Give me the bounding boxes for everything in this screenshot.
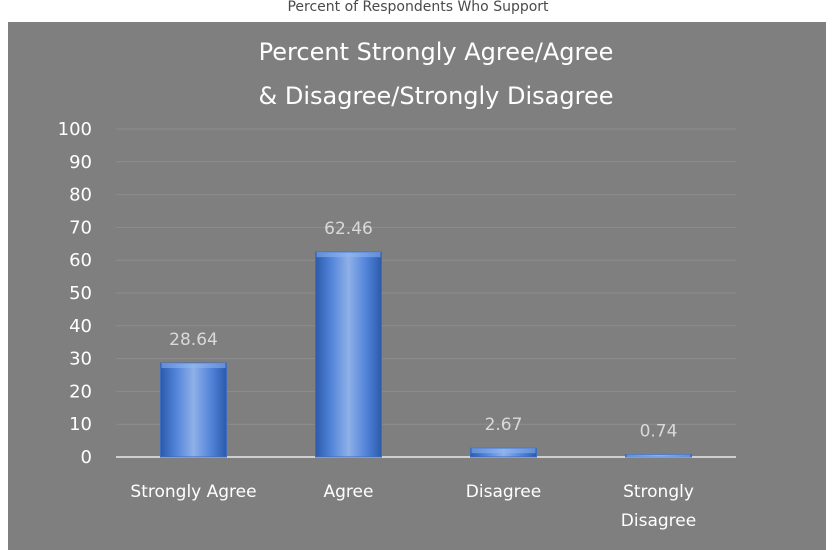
y-tick-label-70: 70 xyxy=(69,217,92,238)
category-label-0-line-0: Strongly Agree xyxy=(130,482,256,502)
category-label-2-line-0: Disagree xyxy=(466,482,541,502)
bar-top-highlight-1 xyxy=(316,252,381,258)
y-tick-label-60: 60 xyxy=(69,250,92,271)
bar-top-highlight-0 xyxy=(161,363,226,369)
plot-area: 0 10 20 30 40 50 60 70 80 90 100 28.64 Strongly Agre… xyxy=(58,119,736,531)
y-tick-label-50: 50 xyxy=(69,283,92,304)
y-tick-label-100: 100 xyxy=(58,119,92,140)
y-tick-label-0: 0 xyxy=(81,447,92,468)
chart-background xyxy=(8,22,826,550)
y-tick-label-30: 30 xyxy=(69,349,92,370)
category-label-3-line-0: Strongly xyxy=(623,482,694,502)
chart-title-line-1: Percent Strongly Agree/Agree xyxy=(259,38,614,66)
bar-1 xyxy=(315,251,382,458)
category-label-3-line-1: Disagree xyxy=(621,511,696,531)
bar-top-highlight-3 xyxy=(626,454,691,457)
y-tick-label-90: 90 xyxy=(69,152,92,173)
clipped-heading: Percent of Respondents Who Support xyxy=(287,0,549,15)
y-tick-label-10: 10 xyxy=(69,414,92,435)
chart-title-line-2: & Disagree/Strongly Disagree xyxy=(259,82,614,110)
y-tick-label-80: 80 xyxy=(69,185,92,206)
data-label-2: 2.67 xyxy=(485,415,523,435)
top-clip-area xyxy=(0,0,836,22)
data-label-0: 28.64 xyxy=(169,330,218,350)
bar-top-highlight-2 xyxy=(471,448,536,454)
data-label-1: 62.46 xyxy=(324,219,373,239)
y-tick-label-40: 40 xyxy=(69,316,92,337)
category-label-1-line-0: Agree xyxy=(324,482,374,502)
bar-0 xyxy=(160,362,227,458)
y-tick-label-20: 20 xyxy=(69,381,92,402)
data-label-3: 0.74 xyxy=(640,422,678,442)
